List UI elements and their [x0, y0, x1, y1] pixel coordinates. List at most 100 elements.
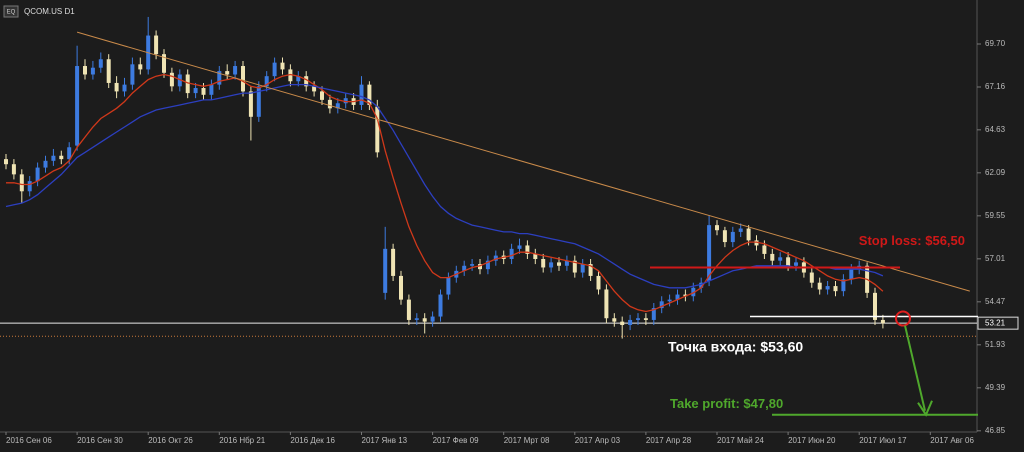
candle-body — [715, 225, 719, 231]
candle-body — [604, 289, 609, 319]
candle-body — [288, 69, 293, 82]
candle-body — [794, 262, 798, 266]
candle-body — [588, 264, 593, 276]
candle-body — [628, 319, 633, 326]
candle-body — [264, 76, 269, 87]
candle-body — [185, 74, 190, 94]
price-box — [977, 316, 1019, 330]
candle-body — [414, 318, 419, 320]
candle-body — [154, 35, 159, 55]
y-tick-label: 49.39 — [985, 383, 1006, 392]
candle-body — [485, 260, 490, 270]
candle-body — [430, 316, 435, 322]
candle-body — [533, 253, 538, 259]
candle-body — [256, 86, 261, 117]
candle-body — [233, 66, 238, 75]
candle-body — [517, 245, 522, 249]
x-tick-label: 2017 Апр 28 — [646, 436, 692, 445]
candle-body — [525, 245, 530, 254]
candle-body — [849, 269, 854, 280]
x-tick-label: 2017 Авг 06 — [930, 436, 974, 445]
candle-body — [651, 308, 656, 320]
candle-body — [59, 155, 64, 160]
candle-body — [786, 257, 791, 266]
candle-body — [11, 164, 16, 175]
x-tick-label: 2017 Янв 13 — [362, 436, 408, 445]
candle-body — [636, 318, 640, 320]
moving-average — [5, 83, 884, 289]
candle-body — [667, 299, 672, 302]
candle-body — [169, 72, 174, 87]
candle-body — [27, 181, 32, 192]
candle-body — [691, 287, 696, 297]
candle-body — [493, 255, 498, 261]
candle-body — [572, 260, 577, 273]
candle-body — [359, 84, 364, 105]
candle-body — [730, 231, 735, 243]
candle-body — [738, 228, 743, 232]
y-tick-label: 51.93 — [985, 340, 1006, 349]
candle-body — [98, 59, 103, 68]
candle-body — [375, 106, 380, 153]
candle-body — [304, 76, 309, 87]
candle-body — [446, 277, 451, 295]
candle-body — [225, 71, 230, 75]
candle-body — [320, 91, 324, 100]
candle-body — [367, 84, 372, 105]
candle-body — [620, 321, 625, 326]
x-tick-label: 2017 Мрт 08 — [504, 436, 550, 445]
y-tick-label: 67.16 — [985, 82, 1006, 91]
candle-body — [209, 84, 214, 95]
candle-body — [138, 64, 143, 70]
candle-body — [130, 64, 135, 85]
candle-body — [217, 71, 222, 85]
candle-body — [541, 258, 546, 268]
candle-body — [83, 66, 87, 75]
candle-body — [19, 174, 24, 192]
trendline — [76, 31, 970, 292]
price-label: 53.21 — [985, 318, 1006, 327]
candle-body — [746, 228, 751, 241]
y-tick-label: 54.47 — [985, 297, 1006, 306]
x-tick-label: 2017 Июн 20 — [788, 436, 836, 445]
candle-body — [335, 103, 340, 109]
x-tick-label: 2017 Май 24 — [717, 436, 764, 445]
y-tick-label: 69.70 — [985, 39, 1006, 48]
candle-body — [817, 282, 822, 290]
candle-body — [438, 294, 443, 317]
x-tick-label: 2017 Апр 03 — [575, 436, 621, 445]
candle-body — [675, 294, 680, 300]
badge: EQ — [7, 10, 16, 16]
arrow-head — [917, 400, 933, 417]
candle-body — [391, 248, 396, 276]
candle-body — [43, 160, 48, 168]
chart-title: QCOM.US D1 — [24, 7, 75, 16]
candle-body — [762, 245, 767, 254]
x-tick-label: 2016 Окт 26 — [148, 436, 193, 445]
level-label: Take profit: $47,80 — [670, 396, 783, 411]
candle-body — [509, 248, 514, 259]
moving-average — [6, 73, 884, 313]
candle-body — [280, 62, 285, 70]
candle-body — [90, 67, 95, 75]
candle-body — [833, 286, 838, 292]
candle-body — [841, 279, 846, 292]
candle-body — [580, 264, 585, 273]
arrow-shaft — [904, 325, 926, 411]
candle-body — [383, 248, 388, 293]
candle-body — [778, 257, 783, 261]
candle-body — [564, 260, 569, 266]
candle-body — [312, 86, 317, 92]
candle-body — [343, 98, 348, 104]
candle-body — [106, 59, 111, 83]
candle-body — [114, 82, 119, 92]
candle-body — [699, 282, 704, 288]
candle-body — [248, 91, 253, 117]
candle-body — [809, 272, 814, 283]
candle-body — [470, 264, 475, 266]
x-tick-label: 2016 Нбр 21 — [219, 436, 265, 445]
y-tick-label: 57.01 — [985, 254, 1006, 263]
x-tick-label: 2017 Фев 09 — [433, 436, 479, 445]
